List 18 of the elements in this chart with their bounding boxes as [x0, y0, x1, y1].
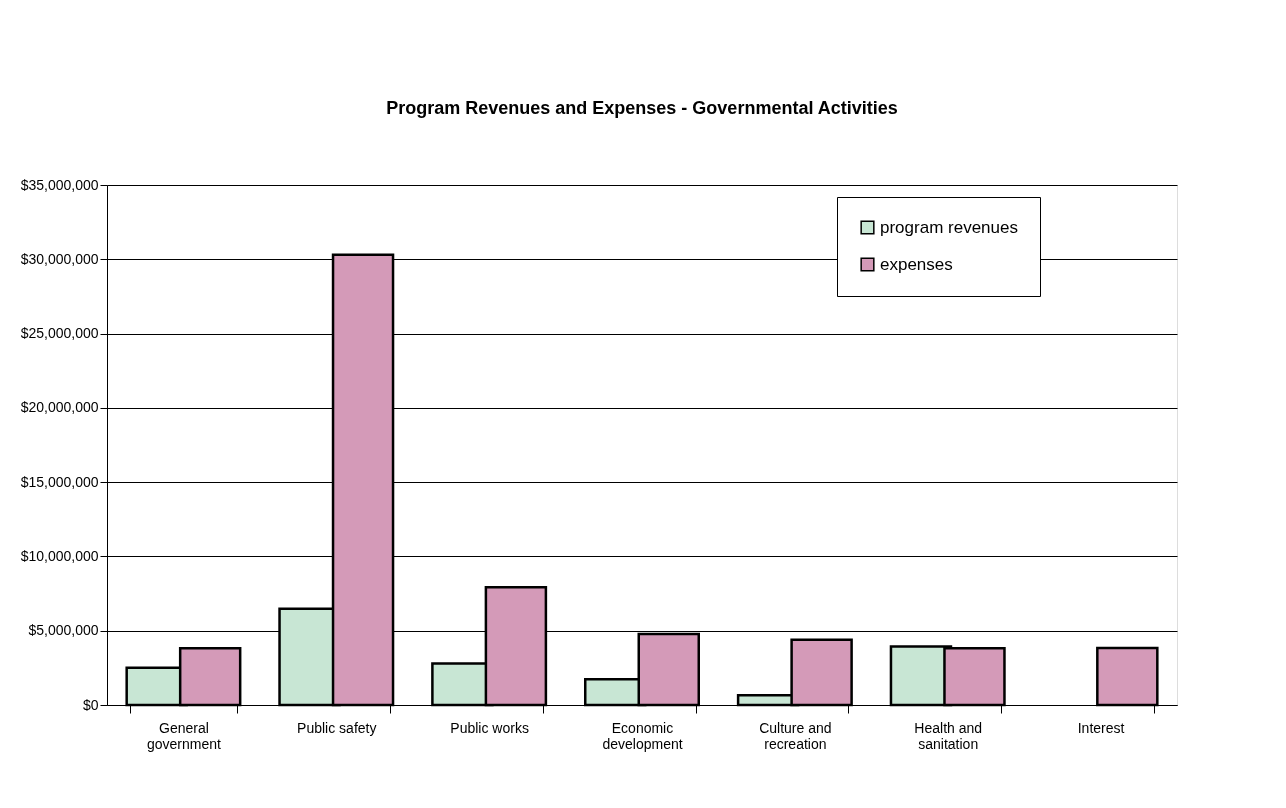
legend-label: program revenues	[880, 217, 1018, 237]
x-tick-label: Health and sanitation	[914, 719, 983, 752]
x-tick-label: Public works	[450, 719, 529, 736]
x-tick-label: Culture and recreation	[759, 719, 832, 752]
y-tick-label: $35,000,000	[20, 176, 99, 193]
y-tick-label: $20,000,000	[20, 399, 99, 416]
x-tick-label: Interest	[1077, 719, 1125, 736]
chart-title: Program Revenues and Expenses - Governmental Activities	[386, 98, 898, 118]
x-tick-label: General government	[146, 719, 221, 752]
y-tick-label: $10,000,000	[20, 547, 99, 564]
legend-label: expenses	[880, 254, 953, 274]
y-tick-label: $30,000,000	[20, 250, 99, 267]
y-tick-label: $25,000,000	[20, 325, 99, 342]
y-tick-label: $5,000,000	[28, 622, 99, 639]
y-tick-label: $15,000,000	[20, 473, 99, 490]
x-tick-label: Economic development	[602, 719, 683, 752]
x-tick-label: Public safety	[297, 719, 377, 736]
y-tick-label: $0	[82, 696, 99, 713]
